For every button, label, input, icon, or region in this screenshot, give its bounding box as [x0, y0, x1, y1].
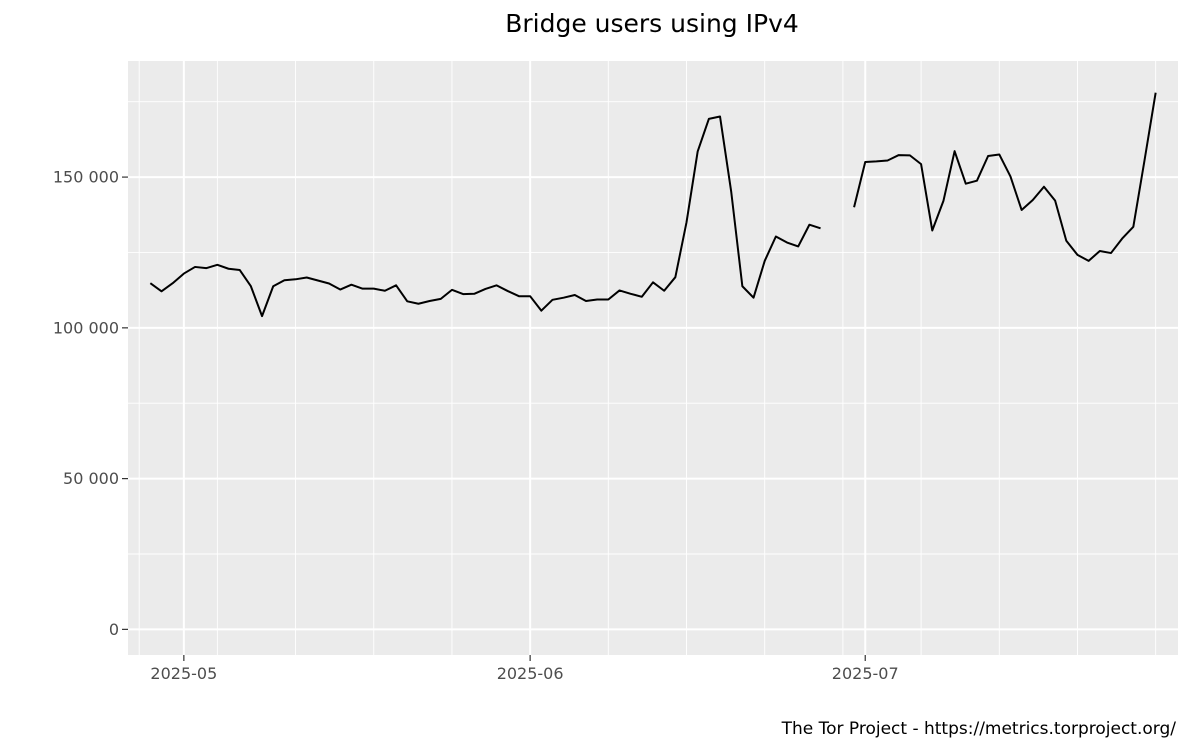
minor-gridlines	[128, 61, 1178, 655]
chart-title: Bridge users using IPv4	[505, 9, 799, 38]
chart-caption: The Tor Project - https://metrics.torpro…	[781, 719, 1177, 739]
major-gridlines	[128, 61, 1178, 655]
series-layer	[149, 92, 1157, 318]
x-tick-label-0: 2025-05	[150, 664, 217, 683]
y-tick-label-3: 150 000	[53, 168, 119, 187]
y-tick-label-2: 100 000	[53, 318, 119, 337]
x-tick-label-1: 2025-06	[497, 664, 564, 683]
x-axis: 2025-05 2025-06 2025-07	[150, 655, 899, 683]
y-tick-label-0: 0	[109, 620, 119, 639]
plot-panel	[128, 61, 1178, 655]
x-tick-label-2: 2025-07	[832, 664, 899, 683]
series-line-segment-1	[853, 92, 1157, 262]
series-line-segment-0	[149, 115, 821, 318]
y-axis: 0 50 000 100 000 150 000	[53, 168, 128, 639]
y-tick-label-1: 50 000	[63, 469, 119, 488]
